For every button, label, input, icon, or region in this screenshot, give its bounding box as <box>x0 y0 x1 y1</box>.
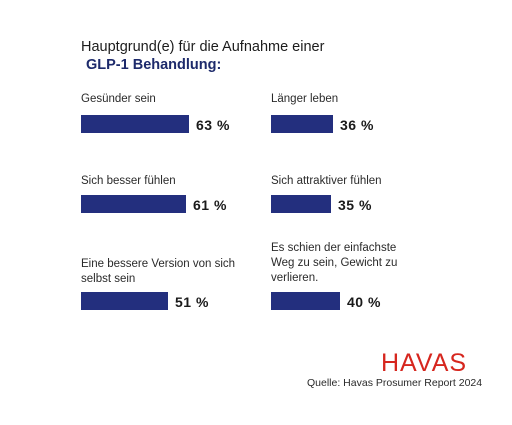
value-label: 35 % <box>338 197 372 213</box>
category-label: Es schien der einfachste Weg zu sein, Ge… <box>271 242 398 284</box>
bar <box>81 115 189 133</box>
category-label: Sich attraktiver fühlen <box>271 175 382 187</box>
bar <box>81 292 168 310</box>
value-label: 61 % <box>193 197 227 213</box>
havas-logo: HAVAS <box>381 349 468 377</box>
category-label: Länger leben <box>271 93 339 105</box>
bar <box>271 292 340 310</box>
value-label: 40 % <box>347 294 381 310</box>
chart-subtitle: GLP-1 Behandlung: <box>86 57 222 73</box>
category-label: Eine bessere Version von sich selbst sei… <box>81 258 236 285</box>
chart-title: Hauptgrund(e) für die Aufnahme einer <box>81 39 325 55</box>
bar <box>271 195 331 213</box>
category-label: Sich besser fühlen <box>81 175 176 187</box>
source-note: Quelle: Havas Prosumer Report 2024 <box>307 377 483 389</box>
value-label: 63 % <box>196 117 230 133</box>
bar <box>81 195 186 213</box>
bar <box>271 115 333 133</box>
value-label: 36 % <box>340 117 374 133</box>
category-label: Gesünder sein <box>81 93 156 105</box>
value-label: 51 % <box>175 294 209 310</box>
